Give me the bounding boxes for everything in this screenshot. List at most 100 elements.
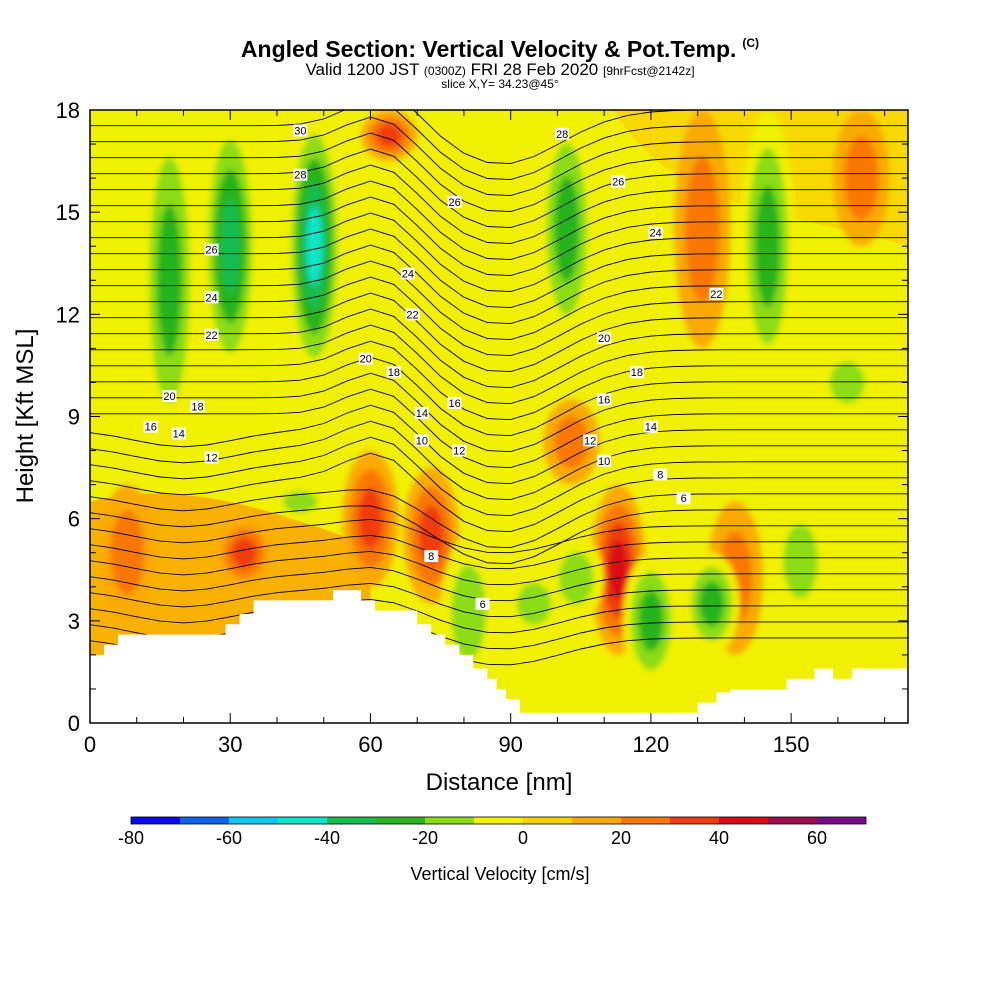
- theta-label: 12: [583, 434, 598, 447]
- theta-contour: [90, 116, 908, 196]
- downdraft-cell: [699, 581, 725, 627]
- theta-contour: [90, 404, 908, 485]
- x-tick-label: 90: [498, 732, 522, 757]
- theta-label-text: 30: [294, 125, 306, 137]
- y-tick-label: 12: [56, 302, 80, 327]
- updraft-cell: [844, 136, 879, 221]
- colorbar-swatch: [817, 817, 866, 824]
- theta-label: 30: [293, 124, 308, 137]
- theta-label-text: 12: [205, 452, 217, 464]
- colorbar-swatch: [131, 817, 180, 824]
- colorbar-label: Vertical Velocity [cm/s]: [410, 864, 589, 884]
- theta-label-bg: [452, 444, 467, 457]
- y-tick-label: 6: [68, 507, 80, 532]
- theta-contour: [90, 550, 908, 586]
- theta-contour: [90, 324, 908, 405]
- theta-label-text: 18: [631, 367, 643, 379]
- theta-label: 20: [162, 390, 177, 403]
- theta-label-text: 16: [145, 422, 157, 434]
- y-tick-label: 18: [56, 98, 80, 123]
- theta-label-text: 18: [388, 367, 400, 379]
- theta-label-bg: [597, 454, 612, 467]
- theta-label-bg: [143, 420, 158, 433]
- colorbar-tick-label: -20: [412, 828, 438, 848]
- theta-label-bg: [611, 175, 626, 188]
- theta-labels: 30 28 28 26 26 26 24 24 24 22 22 22 20 20 20 18 18 18 16 16…: [143, 124, 724, 611]
- x-tick-label: 30: [218, 732, 242, 757]
- downdraft-cell: [783, 524, 818, 598]
- theta-label-bg: [643, 420, 658, 433]
- updraft-cell: [685, 155, 720, 303]
- theta-label-bg: [597, 332, 612, 345]
- x-tick-label: 120: [633, 732, 670, 757]
- colorbar-swatch: [278, 817, 327, 824]
- theta-label-text: 8: [657, 469, 663, 481]
- theta-contour: [90, 566, 908, 602]
- updraft-cell: [554, 415, 589, 469]
- downdraft-cell: [283, 491, 318, 513]
- theta-contour: [90, 505, 908, 565]
- downdraft-cell: [755, 185, 781, 307]
- theta-label: 20: [358, 352, 373, 366]
- title-text: Angled Section: Vertical Velocity & Pot.…: [240, 36, 737, 62]
- theta-label-text: 22: [710, 289, 722, 301]
- theta-contour: [90, 372, 908, 453]
- colorbar-swatch: [180, 817, 229, 824]
- theta-label-bg: [400, 267, 415, 280]
- chart-subtitle: Valid 1200 JST (0300Z) FRI 28 Feb 2020 […: [0, 60, 1000, 80]
- theta-label-text: 24: [649, 228, 661, 240]
- slice-info: slice X,Y= 34.23@45°: [441, 77, 559, 91]
- theta-label: 18: [629, 366, 644, 379]
- theta-label-bg: [414, 407, 429, 420]
- colorbar-tick-label: 60: [807, 828, 827, 848]
- theta-label: 8: [424, 550, 439, 563]
- theta-contour: [90, 276, 908, 356]
- theta-label: 28: [555, 127, 570, 141]
- colorbar-frame: [130, 816, 867, 825]
- theta-label-bg: [676, 492, 691, 505]
- colorbar-swatch: [670, 817, 719, 824]
- theta-label-bg: [293, 168, 308, 181]
- theta-label: 16: [143, 420, 158, 434]
- colorbar-tick-label: -60: [216, 828, 242, 848]
- theta-label: 16: [597, 393, 612, 406]
- theta-label-text: 20: [360, 354, 372, 366]
- theta-label-bg: [405, 308, 420, 321]
- theta-contour: [90, 582, 908, 618]
- theta-label-text: 24: [205, 292, 217, 304]
- theta-label-bg: [583, 434, 598, 447]
- theta-label-bg: [653, 468, 668, 481]
- theta-label-bg: [204, 328, 219, 341]
- updraft-cell: [608, 540, 628, 600]
- theta-contour: [90, 132, 908, 212]
- theta-contour: [90, 308, 908, 389]
- subtitle-zulu: (0300Z): [423, 64, 466, 78]
- theta-label-bg: [555, 127, 570, 140]
- x-tick-label: 150: [773, 732, 810, 757]
- theta-label-text: 8: [428, 551, 434, 563]
- y-tick-label: 15: [56, 200, 80, 225]
- theta-label-text: 10: [598, 456, 610, 468]
- theta-label-bg: [414, 434, 429, 447]
- subtitle-fcst: [9hrFcst@2142z]: [602, 64, 695, 78]
- updraft-cell: [358, 488, 383, 549]
- theta-contour: [90, 110, 908, 180]
- theta-contour: [90, 420, 908, 501]
- theta-label-bg: [171, 427, 186, 440]
- colorbar-swatch: [523, 817, 572, 824]
- colorbar-tick-label: 40: [709, 828, 729, 848]
- theta-label-bg: [358, 352, 373, 365]
- theta-label-bg: [424, 550, 439, 563]
- terrain-mask: [90, 590, 908, 723]
- theta-contour: [90, 436, 908, 517]
- theta-contour: [90, 164, 908, 244]
- colorbar-swatch: [327, 817, 376, 824]
- theta-label-text: 14: [173, 429, 185, 441]
- theta-contour: [90, 340, 908, 421]
- theta-label-text: 22: [205, 330, 217, 342]
- theta-label-text: 14: [416, 408, 428, 420]
- theta-label-text: 12: [453, 446, 465, 458]
- downdraft-cell: [306, 207, 323, 286]
- theta-contour: [90, 534, 908, 570]
- colorbar-swatch: [229, 817, 278, 824]
